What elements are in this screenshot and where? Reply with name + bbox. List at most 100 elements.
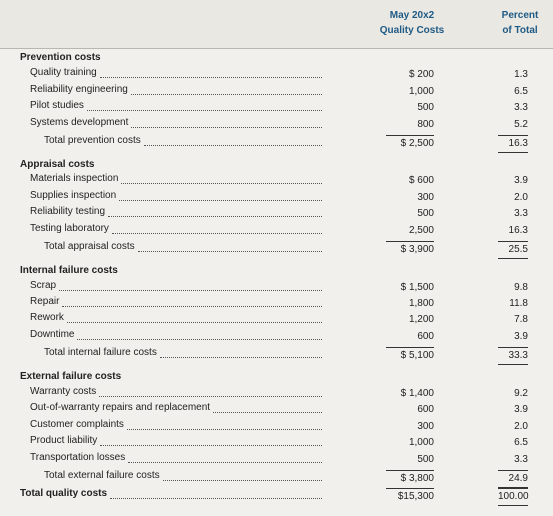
amount: 1,000 <box>408 86 434 97</box>
leader-dots <box>130 84 322 95</box>
percent: 7.8 <box>514 314 528 325</box>
amount: 300 <box>417 421 434 432</box>
amount: $ 200 <box>408 69 434 80</box>
leader-dots <box>99 67 322 78</box>
leader-dots <box>213 402 322 413</box>
amount: $ 1,500 <box>400 282 434 293</box>
amount: 1,000 <box>408 437 434 448</box>
label-text: Transportation losses <box>30 452 126 463</box>
leader-dots <box>126 419 322 430</box>
leader-dots <box>66 312 322 323</box>
percent-header: Percent of Total <box>488 8 552 38</box>
row-label: Warranty costs <box>30 386 324 402</box>
label-text: Systems development <box>30 117 129 128</box>
label-text: Out-of-warranty repairs and replacement <box>30 402 211 413</box>
percent: 3.9 <box>514 331 528 342</box>
leader-dots <box>86 100 322 111</box>
percent: 100.00 <box>498 488 529 506</box>
row-label: Rework <box>30 312 324 328</box>
row-label: Repair <box>30 296 324 312</box>
amount: 1,200 <box>408 314 434 325</box>
percent: 6.5 <box>514 86 528 97</box>
percent: 16.3 <box>508 225 528 236</box>
header-line: of Total <box>502 25 538 36</box>
row-label: Reliability engineering <box>30 84 324 100</box>
percent: 2.0 <box>514 192 528 203</box>
leader-dots <box>77 329 322 340</box>
percent: 3.3 <box>514 454 528 465</box>
percent: 3.9 <box>514 404 528 415</box>
leader-dots <box>59 280 322 291</box>
label-text: Reliability testing <box>30 206 106 217</box>
amount-header: May 20x2 Quality Costs <box>360 8 464 38</box>
label-text: Pilot studies <box>30 100 84 111</box>
leader-dots <box>143 135 322 146</box>
row-label: Transportation losses <box>30 452 324 468</box>
amount: 300 <box>417 192 434 203</box>
leader-dots <box>121 173 322 184</box>
amount: 500 <box>417 208 434 219</box>
amount: $ 1,400 <box>400 388 434 399</box>
section-title: Internal failure costs <box>20 265 118 276</box>
row-label: Testing laboratory <box>30 223 324 239</box>
percent: 16.3 <box>498 135 528 153</box>
percent: 25.5 <box>498 241 528 259</box>
label-text: Total appraisal costs <box>44 241 135 252</box>
row-label: Pilot studies <box>30 100 324 116</box>
percent: 2.0 <box>514 421 528 432</box>
label-text: Total quality costs <box>20 488 108 499</box>
section-title: Prevention costs <box>20 52 101 63</box>
leader-dots <box>131 117 322 128</box>
row-label: Supplies inspection <box>30 190 324 206</box>
percent: 5.2 <box>514 119 528 130</box>
label-text: Downtime <box>30 329 75 340</box>
amount: $ 600 <box>408 175 434 186</box>
amount: $ 5,100 <box>386 347 434 364</box>
row-label: Total quality costs <box>20 488 324 504</box>
leader-dots <box>99 386 322 397</box>
label-text: Rework <box>30 312 64 323</box>
amount: 1,800 <box>408 298 434 309</box>
row-label: Customer complaints <box>30 419 324 435</box>
label-text: Product liability <box>30 435 98 446</box>
leader-dots <box>111 223 322 234</box>
leader-dots <box>110 488 322 499</box>
leader-dots <box>159 347 322 358</box>
label-text: Supplies inspection <box>30 190 117 201</box>
label-text: Customer complaints <box>30 419 124 430</box>
leader-dots <box>128 452 322 463</box>
percent: 11.8 <box>509 298 528 309</box>
percent: 9.2 <box>514 388 528 399</box>
label-text: Scrap <box>30 280 57 291</box>
row-label: Total appraisal costs <box>44 241 324 257</box>
header-band <box>0 0 553 49</box>
row-label: Downtime <box>30 329 324 345</box>
label-text: Materials inspection <box>30 173 119 184</box>
row-label: Materials inspection <box>30 173 324 189</box>
header-line: May 20x2 <box>389 10 435 21</box>
row-label: Total prevention costs <box>44 135 324 151</box>
row-label: Product liability <box>30 435 324 451</box>
section-title: Appraisal costs <box>20 159 95 170</box>
label-text: Warranty costs <box>30 386 97 397</box>
amount: 600 <box>417 404 434 415</box>
leader-dots <box>108 206 322 217</box>
amount: 800 <box>417 119 434 130</box>
label-text: Total external failure costs <box>44 470 160 481</box>
percent: 24.9 <box>498 470 528 488</box>
leader-dots <box>100 435 322 446</box>
amount: $ 2,500 <box>386 135 434 152</box>
leader-dots <box>137 241 322 252</box>
row-label: Out-of-warranty repairs and replacement <box>30 402 324 418</box>
row-label: Total internal failure costs <box>44 347 324 363</box>
amount: 500 <box>417 454 434 465</box>
label-text: Total internal failure costs <box>44 347 157 358</box>
percent: 3.3 <box>514 102 528 113</box>
amount: $15,300 <box>386 488 434 505</box>
row-label: Reliability testing <box>30 206 324 222</box>
amount: 2,500 <box>408 225 434 236</box>
leader-dots <box>119 190 322 201</box>
amount: 500 <box>417 102 434 113</box>
label-text: Testing laboratory <box>30 223 109 234</box>
